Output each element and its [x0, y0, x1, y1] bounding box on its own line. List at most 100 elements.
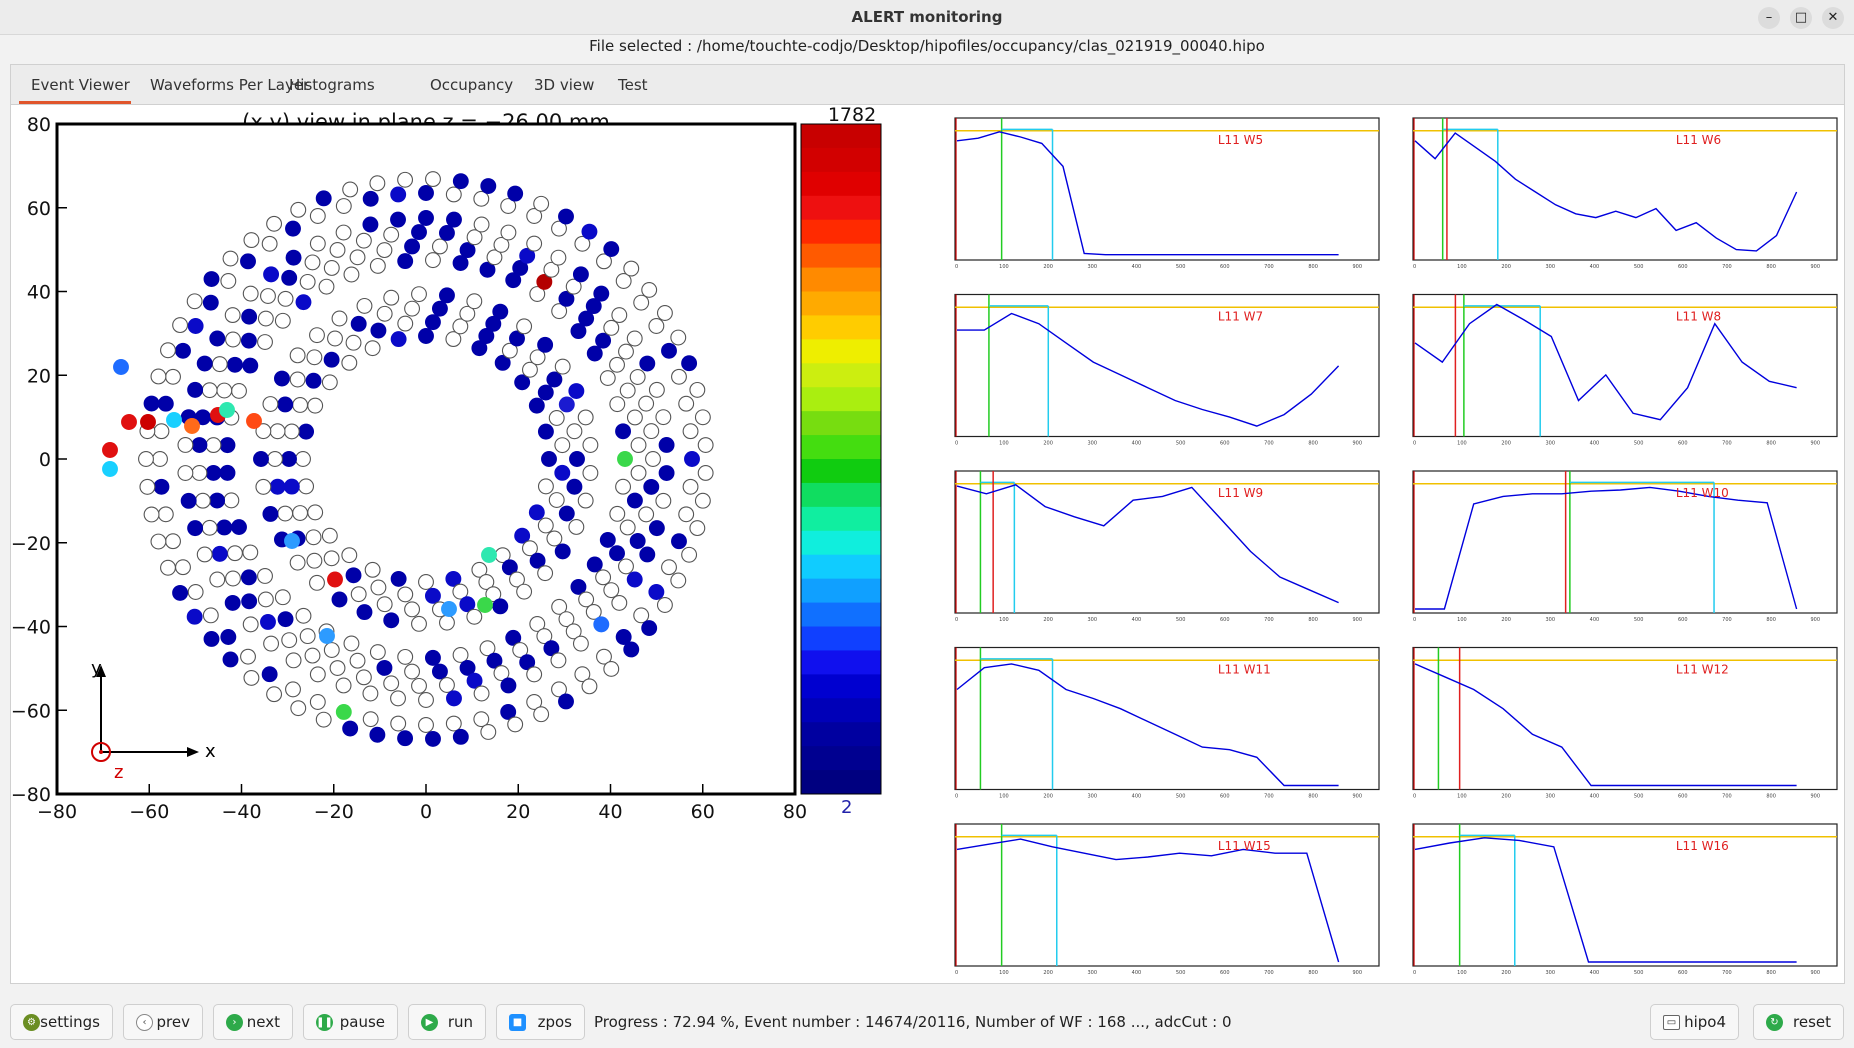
waveform-panel[interactable]: 0 100 200 300 400 500 600 700 800 900 L11 W10: [1412, 470, 1838, 623]
wire-cell: [299, 628, 316, 645]
zpos-label: zpos: [537, 1013, 572, 1031]
wire-cell: [205, 437, 222, 454]
waveform-panel[interactable]: 0 100 200 300 400 500 600 700 800 900 L11 W12: [1412, 646, 1838, 800]
wire-cell: [343, 635, 360, 652]
minimize-icon[interactable]: –: [1758, 7, 1780, 29]
tab-occupancy[interactable]: Occupancy: [430, 76, 514, 94]
wire-cell: [315, 711, 332, 728]
wire-cell-hit: [102, 442, 118, 458]
wire-cell: [521, 540, 538, 557]
wire-cell: [267, 451, 283, 467]
wire-cell: [565, 278, 582, 295]
wire-cell: [220, 273, 237, 289]
progress-status: Progress : 72.94 %, Event number : 14674…: [594, 1013, 1232, 1031]
wire-cell: [609, 505, 626, 522]
close-icon[interactable]: ✕: [1822, 7, 1844, 29]
wire-cell: [689, 381, 706, 398]
wire-cell: [260, 288, 276, 304]
wire-cell: [536, 628, 553, 645]
waveform-panel[interactable]: 0 100 200 300 400 500 600 700 800 900 L11 W7: [954, 293, 1380, 447]
wire-cell: [645, 451, 661, 467]
wire-cell: [648, 584, 665, 600]
wire-cell: [694, 409, 711, 426]
wire-cell: [177, 465, 194, 481]
tab-waveforms-per-layer[interactable]: Waveforms Per Layer: [150, 76, 310, 94]
wire-cell: [570, 323, 587, 340]
wire-cell: [618, 558, 634, 575]
wire-cell: [480, 724, 497, 740]
svg-text:300: 300: [1088, 617, 1098, 623]
reset-button[interactable]: ↻ reset: [1753, 1004, 1844, 1040]
wire-cell: [478, 328, 495, 344]
prev-button[interactable]: ‹ prev: [123, 1004, 203, 1040]
wire-cell: [551, 681, 567, 698]
wire-cell: [543, 261, 560, 278]
wire-cell: [543, 640, 560, 657]
wire-cell: [157, 395, 174, 412]
svg-text:100: 100: [999, 794, 1009, 800]
wire-cell: [165, 533, 181, 550]
svg-text:700: 700: [1722, 970, 1732, 976]
svg-text:700: 700: [1264, 794, 1274, 800]
next-button[interactable]: › next: [213, 1004, 293, 1040]
svg-text:400: 400: [1590, 264, 1600, 270]
wire-cell: [466, 672, 483, 689]
wire-cell: [486, 652, 503, 669]
wire-cell: [323, 642, 340, 658]
waveform-panel[interactable]: 0 100 200 300 400 500 600 700 800 900 L11 W15: [954, 823, 1380, 976]
wire-cell: [446, 211, 462, 228]
zpos-button[interactable]: ■ zpos: [496, 1004, 585, 1040]
wire-cell: [516, 318, 533, 335]
wire-cell: [466, 293, 483, 310]
pause-button[interactable]: ❚❚ pause: [303, 1004, 398, 1040]
wire-cell: [225, 570, 241, 587]
wire-cell: [431, 238, 448, 255]
tab-3d-view[interactable]: 3D view: [534, 76, 595, 94]
waveform-panel[interactable]: 0 100 200 300 400 500 600 700 800 900 L11 W9: [954, 470, 1380, 623]
colorbar: [800, 123, 882, 795]
svg-text:800: 800: [1308, 970, 1318, 976]
wire-cell: [404, 663, 421, 680]
wire-cell: [397, 730, 414, 747]
wire-cell: [473, 711, 490, 728]
svg-text:900: 900: [1811, 617, 1821, 623]
wire-cell-hit: [184, 418, 200, 434]
tab-event-viewer[interactable]: Event Viewer: [31, 76, 130, 94]
wire-cell: [304, 254, 321, 271]
hipo4-button[interactable]: ▭ hipo4: [1650, 1004, 1739, 1040]
wire-cell: [537, 517, 554, 534]
wire-cell: [424, 649, 441, 666]
xy-event-plot[interactable]: (x,y) view in plane z = −26.00 mm −80 −60…: [11, 104, 882, 823]
wire-cell: [697, 437, 714, 453]
wire-cell: [439, 287, 455, 304]
waveform-panel[interactable]: 0 100 200 300 400 500 600 700 800 900 L11 W6: [1412, 117, 1838, 270]
tab-histograms[interactable]: Histograms: [289, 76, 375, 94]
wire-cell: [323, 351, 340, 368]
wire-cell: [648, 381, 665, 398]
run-button[interactable]: ▶ run: [408, 1004, 486, 1040]
wire-cell: [397, 315, 414, 332]
wire-cell: [630, 437, 647, 454]
wire-cell: [277, 611, 294, 628]
waveform-panel[interactable]: 0 100 200 300 400 500 600 700 800 900 L11 W16: [1412, 823, 1838, 976]
wire-cell: [376, 659, 393, 676]
waveform-panel[interactable]: 0 100 200 300 400 500 600 700 800 900 L11 W5: [954, 117, 1380, 270]
wire-cell: [315, 190, 332, 207]
wire-cell: [639, 355, 656, 372]
wire-cell: [285, 652, 302, 669]
svg-text:100: 100: [999, 617, 1009, 623]
x-tick-label: −80: [37, 801, 77, 823]
waveform-panel[interactable]: 0 100 200 300 400 500 600 700 800 900 L11 W11: [954, 646, 1380, 800]
wire-cell: [554, 543, 571, 560]
svg-text:400: 400: [1590, 441, 1600, 447]
maximize-icon[interactable]: □: [1790, 7, 1812, 29]
svg-text:400: 400: [1132, 617, 1142, 623]
wire-cell: [638, 506, 655, 523]
wire-cell: [397, 253, 414, 270]
wire-cell: [595, 332, 612, 349]
wire-cell: [574, 235, 591, 252]
wire-cell: [305, 529, 322, 546]
settings-button[interactable]: ⚙ settings: [10, 1004, 113, 1040]
waveform-panel[interactable]: 0 100 200 300 400 500 600 700 800 900 L11 W8: [1412, 293, 1838, 447]
tab-test[interactable]: Test: [618, 76, 648, 94]
